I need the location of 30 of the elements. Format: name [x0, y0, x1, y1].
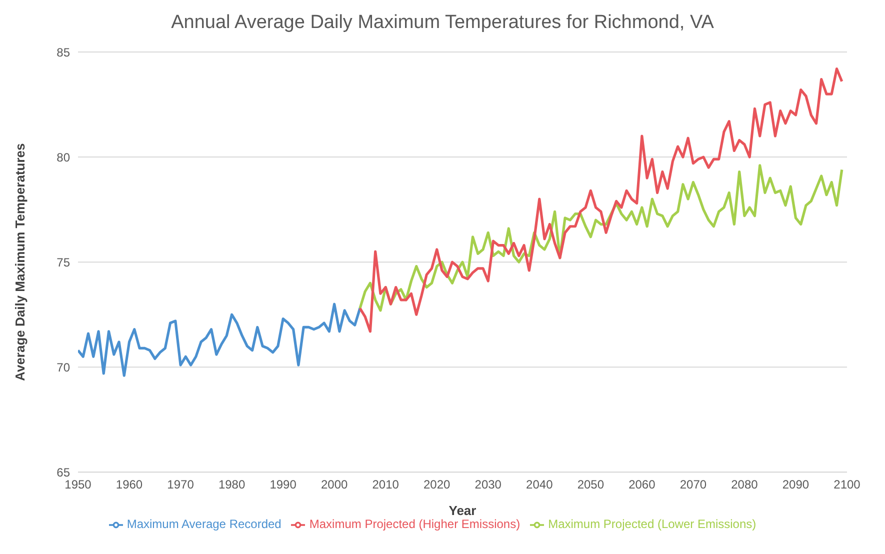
legend-label: Maximum Projected (Higher Emissions) — [309, 517, 520, 532]
x-tick-label: 1970 — [167, 478, 194, 492]
chart-title: Annual Average Daily Maximum Temperatures for Richmond, VA — [170, 11, 715, 35]
line-series — [78, 302, 362, 377]
y-tick-label: 80 — [56, 150, 70, 164]
x-tick-label: 2030 — [474, 478, 502, 492]
x-tick-label: 2020 — [424, 478, 451, 492]
x-tick-label: 2070 — [680, 478, 707, 492]
y-tick-label: 70 — [56, 360, 70, 374]
x-tick-label: 2080 — [731, 478, 758, 492]
x-tick-label: 2090 — [782, 478, 810, 492]
y-tick-label: 65 — [56, 465, 70, 480]
legend-label: Maximum Average Recorded — [126, 517, 282, 532]
x-tick-label: 2050 — [577, 478, 604, 492]
x-tick-label: 2100 — [834, 478, 861, 492]
line-series — [358, 68, 844, 333]
x-axis-title: Year — [448, 503, 476, 518]
legend-label: Maximum Projected (Lower Emissions) — [548, 517, 756, 532]
x-tick-label: 1990 — [270, 478, 297, 492]
x-tick-label: 2010 — [372, 478, 400, 492]
y-tick-label: 85 — [56, 45, 70, 60]
x-tick-label: 1950 — [64, 478, 92, 492]
x-tick-label: 1960 — [116, 478, 143, 492]
x-tick-label: 2000 — [320, 478, 348, 492]
x-tick-label: 1980 — [218, 478, 246, 492]
x-tick-label: 2060 — [628, 478, 656, 492]
line-series — [358, 164, 844, 312]
y-tick-label: 75 — [56, 255, 70, 270]
x-tick-label: 2040 — [526, 478, 554, 492]
y-axis-title: Average Daily Maximum Temperatures — [12, 143, 28, 381]
